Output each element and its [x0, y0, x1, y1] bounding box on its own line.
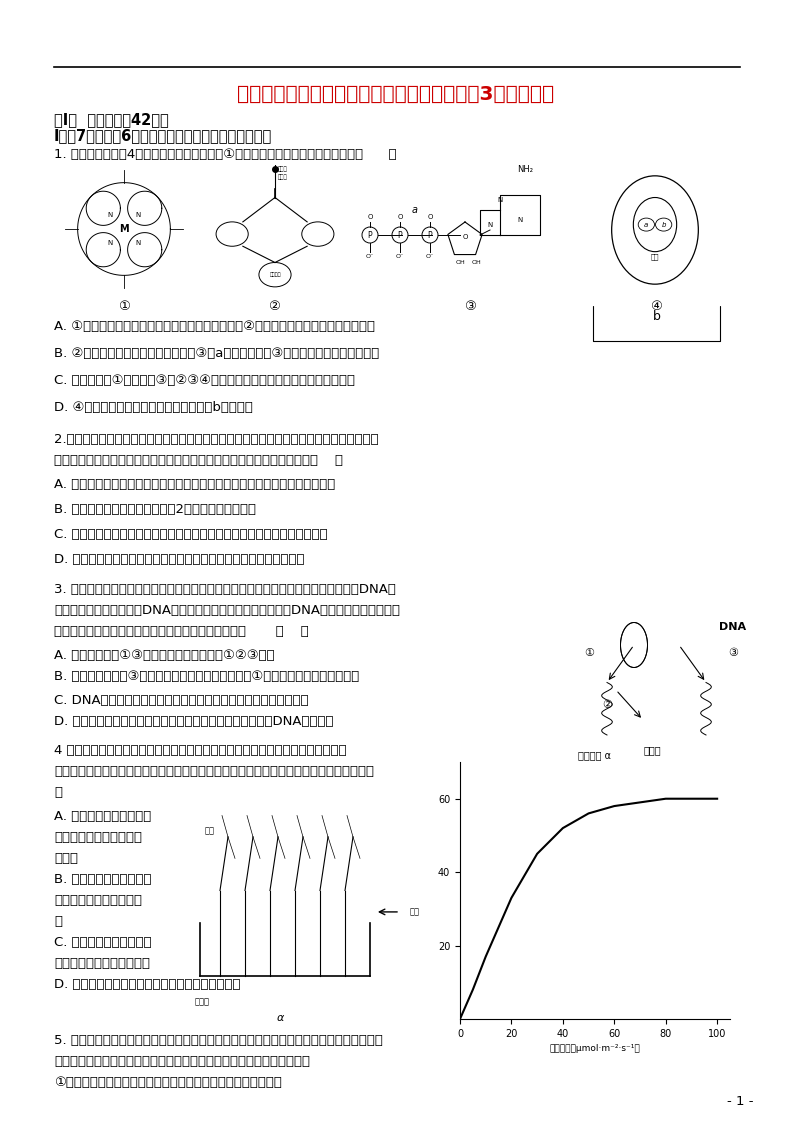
Text: 光源: 光源 [410, 908, 420, 917]
Text: M: M [119, 224, 128, 234]
Text: Ⅰ卷共7题，每题6分，每题只有一个答案符合题目要求: Ⅰ卷共7题，每题6分，每题只有一个答案符合题目要求 [54, 128, 272, 142]
Text: ③: ③ [464, 300, 476, 313]
Text: 疗的疾病，就可以通过脐带血中的干细胞来为其治病。下列说法正确的是（    ）: 疗的疾病，就可以通过脐带血中的干细胞来为其治病。下列说法正确的是（ ） [54, 454, 343, 467]
Text: 四川省成都市成都外国语学校高三生物下学期3月月考试题: 四川省成都市成都外国语学校高三生物下学期3月月考试题 [237, 85, 554, 104]
Text: C. 细胞中没有①也能产生③；②③④都含有核糖，三者在任何生物体内都存在: C. 细胞中没有①也能产生③；②③④都含有核糖，三者在任何生物体内都存在 [54, 374, 355, 387]
Text: O: O [462, 234, 468, 240]
Text: 强度与根弯曲角度关系的实验装置和实验结果。结合所学的知识，分析下列相关叙述错误的: 强度与根弯曲角度关系的实验装置和实验结果。结合所学的知识，分析下列相关叙述错误的 [54, 765, 374, 778]
Text: N: N [488, 222, 492, 228]
Text: ④: ④ [650, 300, 662, 313]
Text: B. 一个细胞周期中③过程在每个起点只起始一次，而①过程在每个起点可起始多次: B. 一个细胞周期中③过程在每个起点只起始一次，而①过程在每个起点可起始多次 [54, 670, 359, 683]
Text: 2.如果一个婴儿在出生后医院为他保留了脐带血，以后在他生长发育过程中出现了某种难治: 2.如果一个婴儿在出生后医院为他保留了脐带血，以后在他生长发育过程中出现了某种难… [54, 433, 378, 447]
Text: N: N [107, 212, 112, 218]
Text: C. 如果要移植用他的干细胞培育出的器官，应该长期给他使用免疫抑制药物: C. 如果要移植用他的干细胞培育出的器官，应该长期给他使用免疫抑制药物 [54, 528, 328, 541]
Text: 反密码子: 反密码子 [270, 273, 281, 277]
Text: N: N [136, 212, 141, 218]
Text: P: P [368, 230, 372, 239]
Text: A. 单侧光照强度越强，根: A. 单侧光照强度越强，根 [54, 810, 151, 824]
Text: ②: ② [268, 300, 280, 313]
Text: 对根部生理作用具有两重: 对根部生理作用具有两重 [54, 894, 142, 907]
Text: N: N [107, 240, 112, 247]
Text: C. DNA复制过程中出现的损伤都是由于硹基对的缺失或增添造成的: C. DNA复制过程中出现的损伤都是由于硹基对的缺失或增添造成的 [54, 695, 308, 707]
Text: N: N [497, 197, 503, 203]
Text: ②: ② [602, 700, 612, 710]
Text: 核膜: 核膜 [651, 254, 659, 260]
Text: D. 根背光弯曲生长是基因程序性选择性表达的结果: D. 根背光弯曲生长是基因程序性选择性表达的结果 [54, 978, 240, 991]
Text: 幼苗: 幼苗 [205, 826, 215, 835]
Text: O⁻: O⁻ [366, 255, 374, 259]
Text: 第Ⅰ卷  选择题（共42分）: 第Ⅰ卷 选择题（共42分） [54, 112, 169, 127]
Text: 光侧的生长素促进作用越强: 光侧的生长素促进作用越强 [54, 957, 150, 971]
Text: A. ①最可能存在于叶肉细胞叶绿体类囊体薄膜上，②的功能是运输氨基酸，具有特异性: A. ①最可能存在于叶肉细胞叶绿体类囊体薄膜上，②的功能是运输氨基酸，具有特异性 [54, 320, 375, 333]
Text: ①: ① [118, 300, 130, 313]
Text: O⁻: O⁻ [396, 255, 404, 259]
Text: 接受臂: 接受臂 [278, 174, 288, 180]
Text: OH: OH [455, 259, 465, 265]
Text: P: P [427, 230, 432, 239]
Text: N: N [136, 240, 141, 247]
Text: O⁻: O⁻ [426, 255, 434, 259]
Text: 的越多: 的越多 [54, 852, 78, 865]
Text: B. 用脖带血中的干细胞能够治疗2这个孩子所有的疾病: B. 用脖带血中的干细胞能够治疗2这个孩子所有的疾病 [54, 503, 256, 516]
Text: a: a [644, 221, 649, 228]
Text: D. 干细胞无限增殖产生的子细胞没有差异说明干细胞中存在DNA修复机制: D. 干细胞无限增殖产生的子细胞没有差异说明干细胞中存在DNA修复机制 [54, 715, 334, 728]
Text: 性: 性 [54, 916, 62, 928]
Text: a: a [412, 205, 418, 215]
Text: ③: ③ [728, 647, 738, 657]
Text: ①用高倍镜观察叶绿体和观察线粒体均可用藓类小叶作实验材料: ①用高倍镜观察叶绿体和观察线粒体均可用藓类小叶作实验材料 [54, 1076, 282, 1089]
Title: 弯曲角度 α: 弯曲角度 α [579, 749, 611, 760]
Text: B. 该实验可以验证生长素: B. 该实验可以验证生长素 [54, 873, 151, 886]
Text: 4 植物根部的生长素在单侧光照射下会向背光一侧运输，图示为研究单侧光的光照: 4 植物根部的生长素在单侧光照射下会向背光一侧运输，图示为研究单侧光的光照 [54, 744, 347, 757]
Text: 是: 是 [54, 787, 62, 799]
Text: N: N [517, 217, 523, 223]
Text: O: O [397, 214, 403, 220]
Text: 5. 同一种科学探究方法可能会被不同的科学探究过程所采用，相同的生物材料也可能在不同: 5. 同一种科学探究方法可能会被不同的科学探究过程所采用，相同的生物材料也可能在… [54, 1034, 383, 1047]
Text: P: P [397, 230, 402, 239]
Text: NH₂: NH₂ [517, 166, 533, 175]
Text: A. 用于细胞培育出人体需要的器官用来移植治病，需要激发细胞的所有全能性: A. 用于细胞培育出人体需要的器官用来移植治病，需要激发细胞的所有全能性 [54, 478, 335, 491]
Text: 部分时间都在进行复制，DNA复制可能出现许多复制错误，导致DNA出现损伤。如图为胚胎: 部分时间都在进行复制，DNA复制可能出现许多复制错误，导致DNA出现损伤。如图为… [54, 604, 400, 617]
Text: D. 如果要用他的干细胞培育出的某种器官，需要使其基因选择性表达: D. 如果要用他的干细胞培育出的某种器官，需要使其基因选择性表达 [54, 553, 305, 565]
Text: 的实验中被应用。下列有关科学探究方法及生物实验材料的说法正确的有: 的实验中被应用。下列有关科学探究方法及生物实验材料的说法正确的有 [54, 1055, 310, 1068]
Text: 3. 胚胎于细胞在体外培养时具有无限增殖特性。由于细胞在连续的有丝分裂过程中，DNA大: 3. 胚胎于细胞在体外培养时具有无限增殖特性。由于细胞在连续的有丝分裂过程中，D… [54, 583, 396, 596]
Text: OH: OH [472, 259, 482, 265]
Text: B. ②与吠罗红呈现红色，其中含有与③中a类似的结构，③是生命活动的直接能源物质: B. ②与吠罗红呈现红色，其中含有与③中a类似的结构，③是生命活动的直接能源物质 [54, 347, 379, 360]
Text: D. ④的全称为腺嘴呤核糖核苷酸，其中的b称为腺苷: D. ④的全称为腺嘴呤核糖核苷酸，其中的b称为腺苷 [54, 401, 253, 414]
Text: A. 细胞核可进行①③过程，线粒体中可进行①②③过程: A. 细胞核可进行①③过程，线粒体中可进行①②③过程 [54, 649, 274, 662]
Text: 部生长素向背光一侧运输: 部生长素向背光一侧运输 [54, 831, 142, 844]
Text: C. 单侧光照强度越强，向: C. 单侧光照强度越强，向 [54, 936, 151, 949]
Text: α: α [276, 1012, 284, 1022]
Text: - 1 -: - 1 - [726, 1095, 753, 1109]
Text: 蛋白质: 蛋白质 [643, 745, 661, 755]
Text: O: O [367, 214, 373, 220]
Text: 培养液: 培养液 [195, 997, 210, 1006]
Text: ①: ① [584, 647, 594, 657]
Text: 1. 下图为生物体内4种有机分子的结构，其中①仅存在于植物细胞中，不正确的是（      ）: 1. 下图为生物体内4种有机分子的结构，其中①仅存在于植物细胞中，不正确的是（ … [54, 148, 396, 160]
Text: DNA: DNA [719, 623, 746, 633]
Text: 氨基酸: 氨基酸 [278, 166, 288, 172]
Text: 干细胞中某些生理过程的示意图。下列叙述不正确的是       （    ）: 干细胞中某些生理过程的示意图。下列叙述不正确的是 （ ） [54, 625, 308, 638]
Text: O: O [427, 214, 433, 220]
X-axis label: 光照强度（μmol·m⁻²·s⁻¹）: 光照强度（μmol·m⁻²·s⁻¹） [550, 1045, 641, 1054]
Text: b: b [661, 221, 666, 228]
Text: b: b [653, 310, 661, 323]
